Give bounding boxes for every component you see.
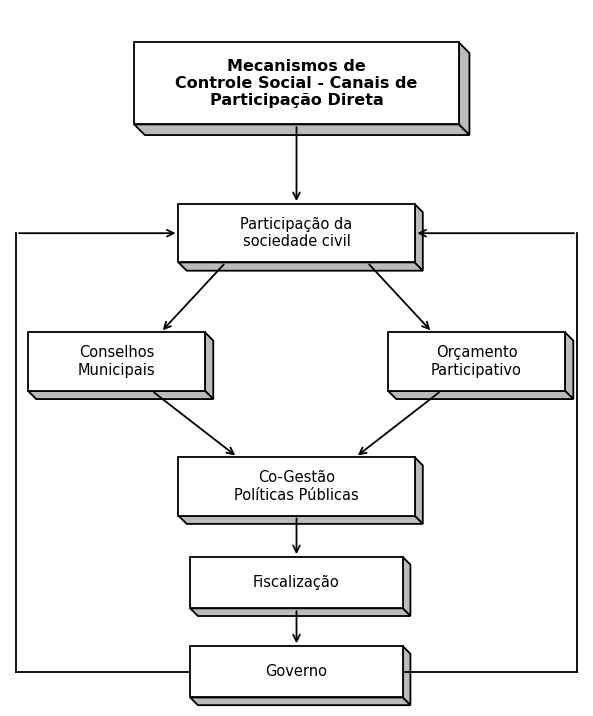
Polygon shape bbox=[415, 204, 423, 271]
FancyBboxPatch shape bbox=[388, 332, 565, 391]
FancyBboxPatch shape bbox=[190, 646, 403, 697]
Polygon shape bbox=[178, 263, 423, 271]
Polygon shape bbox=[388, 391, 573, 399]
Text: Co-Gestão
Políticas Públicas: Co-Gestão Políticas Públicas bbox=[234, 470, 359, 503]
Text: Orçamento
Participativo: Orçamento Participativo bbox=[431, 345, 522, 378]
Text: Participação da
sociedade civil: Participação da sociedade civil bbox=[240, 217, 353, 249]
Text: Conselhos
Municipais: Conselhos Municipais bbox=[78, 345, 155, 378]
Polygon shape bbox=[205, 332, 213, 399]
Polygon shape bbox=[459, 42, 470, 135]
Polygon shape bbox=[415, 457, 423, 524]
FancyBboxPatch shape bbox=[190, 557, 403, 609]
FancyBboxPatch shape bbox=[134, 42, 459, 125]
Polygon shape bbox=[134, 125, 470, 135]
Text: Fiscalização: Fiscalização bbox=[253, 575, 340, 590]
Polygon shape bbox=[403, 646, 410, 705]
Polygon shape bbox=[565, 332, 573, 399]
FancyBboxPatch shape bbox=[178, 204, 415, 263]
Polygon shape bbox=[403, 557, 410, 616]
Polygon shape bbox=[28, 391, 213, 399]
FancyBboxPatch shape bbox=[28, 332, 205, 391]
Polygon shape bbox=[190, 609, 410, 616]
Text: Governo: Governo bbox=[266, 664, 327, 679]
Polygon shape bbox=[178, 516, 423, 524]
Text: Mecanismos de
Controle Social - Canais de
Participação Direta: Mecanismos de Controle Social - Canais d… bbox=[176, 59, 417, 108]
FancyBboxPatch shape bbox=[178, 457, 415, 516]
Polygon shape bbox=[190, 697, 410, 705]
